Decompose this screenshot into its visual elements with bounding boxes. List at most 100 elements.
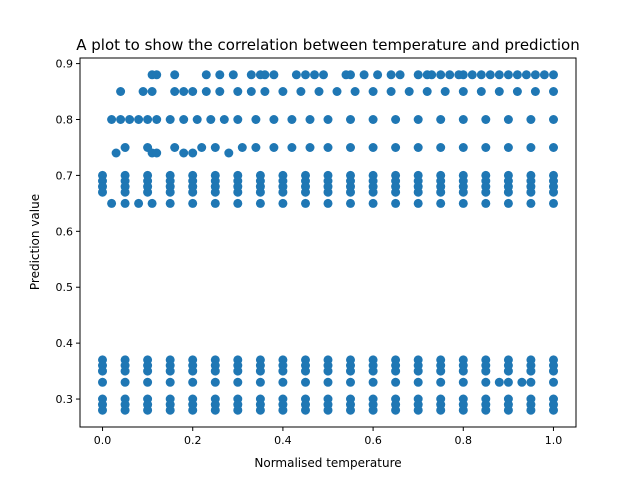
scatter-point — [346, 143, 355, 152]
scatter-point — [481, 143, 491, 152]
scatter-point — [481, 405, 491, 415]
scatter-point — [260, 70, 270, 80]
scatter-point — [391, 143, 401, 152]
scatter-point — [526, 405, 536, 415]
scatter-point — [503, 115, 513, 124]
y-tick-label: 0.5 — [56, 281, 74, 294]
scatter-point — [391, 115, 401, 124]
scatter-point — [526, 198, 536, 208]
scatter-point — [278, 366, 288, 376]
scatter-point — [436, 187, 446, 197]
scatter-point — [476, 70, 486, 80]
scatter-point — [503, 405, 513, 415]
scatter-point — [233, 187, 243, 197]
scatter-point — [319, 70, 328, 80]
y-axis-label: Prediction value — [28, 194, 42, 290]
scatter-point — [323, 187, 333, 197]
scatter-point — [228, 70, 238, 80]
scatter-point — [413, 70, 423, 80]
scatter-point — [512, 70, 522, 80]
scatter-point — [111, 148, 121, 158]
scatter-point — [413, 115, 423, 124]
scatter-point — [120, 187, 130, 197]
scatter-point — [165, 115, 175, 124]
scatter-point — [440, 87, 450, 96]
scatter-point — [517, 377, 527, 387]
scatter-point — [422, 87, 432, 96]
scatter-point — [305, 115, 315, 124]
y-tick-label: 0.7 — [56, 169, 74, 182]
scatter-point — [436, 377, 446, 387]
chart-title: A plot to show the correlation between t… — [76, 36, 579, 54]
scatter-point — [210, 405, 220, 415]
scatter-point — [192, 115, 202, 124]
scatter-point — [246, 70, 256, 80]
scatter-point — [210, 143, 220, 152]
scatter-point — [549, 87, 558, 96]
scatter-point — [391, 366, 401, 376]
scatter-point — [255, 405, 265, 415]
scatter-point — [134, 198, 144, 208]
scatter-point — [323, 115, 333, 124]
scatter-point — [188, 187, 198, 197]
scatter-point — [287, 115, 297, 124]
scatter-point — [481, 115, 491, 124]
scatter-point — [120, 366, 130, 376]
x-tick-label: 0.6 — [364, 434, 382, 447]
scatter-point — [170, 70, 180, 80]
scatter-point — [549, 405, 558, 415]
scatter-point — [530, 70, 540, 80]
scatter-point — [521, 70, 531, 80]
scatter-point — [481, 198, 491, 208]
scatter-point — [404, 87, 414, 96]
scatter-point — [98, 187, 107, 197]
x-ticks: 0.0 0.2 0.4 0.6 0.8 1.0 — [94, 427, 562, 447]
scatter-point — [346, 405, 355, 415]
scatter-point — [350, 87, 360, 96]
scatter-point — [165, 187, 175, 197]
scatter-point — [503, 143, 513, 152]
scatter-point — [170, 143, 180, 152]
scatter-point — [494, 87, 504, 96]
scatter-point — [120, 405, 130, 415]
scatter-point — [314, 87, 324, 96]
scatter-point — [481, 366, 491, 376]
scatter-point — [179, 148, 189, 158]
scatter-point — [165, 198, 175, 208]
scatter-point — [152, 70, 162, 80]
scatter-point — [269, 70, 279, 80]
scatter-point — [278, 377, 288, 387]
scatter-point — [386, 70, 396, 80]
scatter-point — [116, 87, 126, 96]
scatter-point — [260, 87, 270, 96]
scatter-point — [215, 70, 225, 80]
scatter-point — [386, 87, 396, 96]
scatter-point — [188, 405, 198, 415]
scatter-point — [436, 70, 446, 80]
scatter-point — [143, 115, 153, 124]
scatter-point — [147, 87, 157, 96]
axes-frame — [79, 57, 577, 428]
scatter-point — [436, 115, 446, 124]
scatter-point — [188, 198, 198, 208]
scatter-point — [436, 143, 446, 152]
scatter-point — [413, 366, 423, 376]
scatter-point — [143, 377, 153, 387]
scatter-point — [458, 198, 468, 208]
scatter-point — [359, 70, 369, 80]
x-tick-label: 0.2 — [184, 434, 202, 447]
scatter-point — [152, 115, 162, 124]
scatter-point — [368, 198, 378, 208]
scatter-point — [494, 70, 504, 80]
scatter-point — [549, 366, 558, 376]
scatter-point — [188, 148, 198, 158]
scatter-point — [98, 405, 107, 415]
scatter-point — [233, 115, 243, 124]
scatter-point — [310, 70, 319, 80]
x-tick-label: 0.8 — [455, 434, 473, 447]
scatter-point — [269, 115, 279, 124]
scatter-point — [120, 198, 130, 208]
y-tick-label: 0.9 — [56, 58, 74, 71]
scatter-point — [494, 377, 504, 387]
